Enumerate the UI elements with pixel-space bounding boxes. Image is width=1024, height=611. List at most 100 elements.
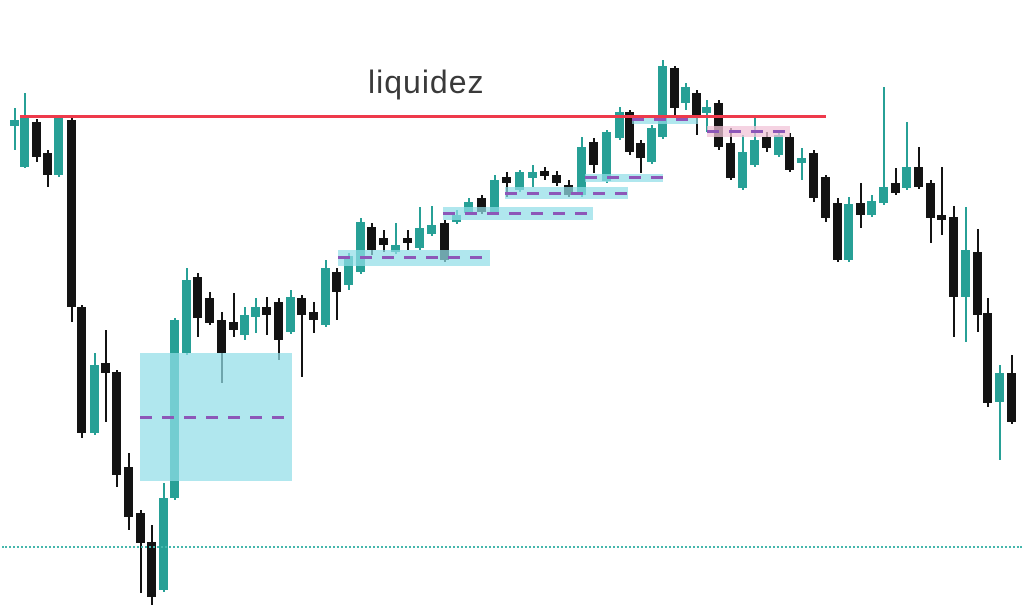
candle-bullish [615,112,624,138]
candle-wick [336,268,338,320]
candle-bullish [391,245,400,252]
candle-bearish [589,142,598,165]
candle-bullish [427,225,436,234]
candle-bearish [43,153,52,175]
candle-bullish [528,172,537,178]
candle-bullish [54,118,63,175]
candle-bearish [403,238,412,243]
candle-bearish [670,68,679,108]
candle-bullish [240,315,249,335]
candle-bearish [477,198,486,212]
zone-midline [338,256,490,259]
candle-bullish [321,268,330,325]
candle-bearish [440,223,449,260]
zone-midline [505,192,628,195]
candle-bullish [515,172,524,190]
candle-bearish [193,277,202,318]
candle-bullish [844,204,853,260]
candle-bullish [286,297,295,332]
candle-bearish [101,363,110,373]
candle-bearish [274,302,283,340]
candle-bullish [356,222,365,272]
candle-bearish [714,103,723,147]
candle-bullish [577,147,586,195]
candle-wick [999,365,1001,460]
candle-bearish [502,177,511,183]
candle-bearish [147,542,156,597]
candle-bearish [914,167,923,187]
candle-wick [895,168,897,195]
candle-bullish [774,135,783,155]
candle-bullish [681,87,690,103]
candle-bearish [636,143,645,158]
candle-bullish [490,180,499,212]
candle-bearish [726,143,735,178]
candle-bullish [20,117,29,167]
candle-wick [105,330,107,422]
candle-bearish [229,322,238,330]
candle-bearish [937,215,946,220]
candle-wick [941,167,943,235]
candle-bearish [856,203,865,215]
zone-midline [585,176,663,179]
candle-bearish [973,252,982,315]
candle-bearish [77,307,86,433]
candle-bearish [367,227,376,250]
candle-bullish [602,132,611,181]
candle-wick [431,206,433,236]
candle-wick [14,108,16,150]
candle-wick [301,295,303,377]
candle-bearish [205,298,214,323]
candle-bullish [647,128,656,162]
candle-wick [883,87,885,205]
candle-bullish [159,498,168,590]
candle-bullish [90,365,99,433]
candle-bearish [67,120,76,307]
candle-bearish [891,183,900,193]
candle-bullish [415,228,424,248]
lower-dotted-level-line [2,546,1022,548]
candle-bearish [821,177,830,218]
candle-bearish [112,372,121,475]
candle-wick [801,148,803,180]
candle-wick [506,172,508,197]
candle-bearish [552,175,561,183]
candle-bearish [540,171,549,176]
zone-midline [632,118,698,121]
candle-bullish [344,256,353,285]
candle-bullish [702,107,711,113]
candle-bullish [797,158,806,163]
candle-bullish [750,140,759,165]
candle-wick [266,297,268,335]
candle-bullish [995,373,1004,402]
candle-bearish [833,203,842,260]
candle-bullish [182,280,191,353]
zone-midline [707,130,790,133]
candle-bearish [217,320,226,353]
candle-bearish [1007,373,1016,422]
candle-bearish [785,137,794,170]
candle-bullish [961,250,970,297]
candle-bearish [762,137,771,148]
candle-bullish [879,187,888,203]
candle-bearish [124,467,133,517]
candle-wick [906,122,908,190]
candle-bearish [692,93,701,117]
candle-wick [140,510,142,593]
candle-bearish [297,298,306,315]
zone-midline [443,212,593,215]
candle-bearish [926,183,935,218]
candle-bullish [658,66,667,137]
candle-bearish [809,153,818,198]
candle-bearish [309,312,318,320]
candle-bearish [32,122,41,157]
candle-bearish [379,238,388,245]
candle-bearish [949,217,958,297]
candle-wick [395,223,397,254]
candle-bearish [332,272,341,292]
candle-bullish [251,307,260,317]
candle-wick [233,293,235,337]
candle-bearish [983,313,992,403]
